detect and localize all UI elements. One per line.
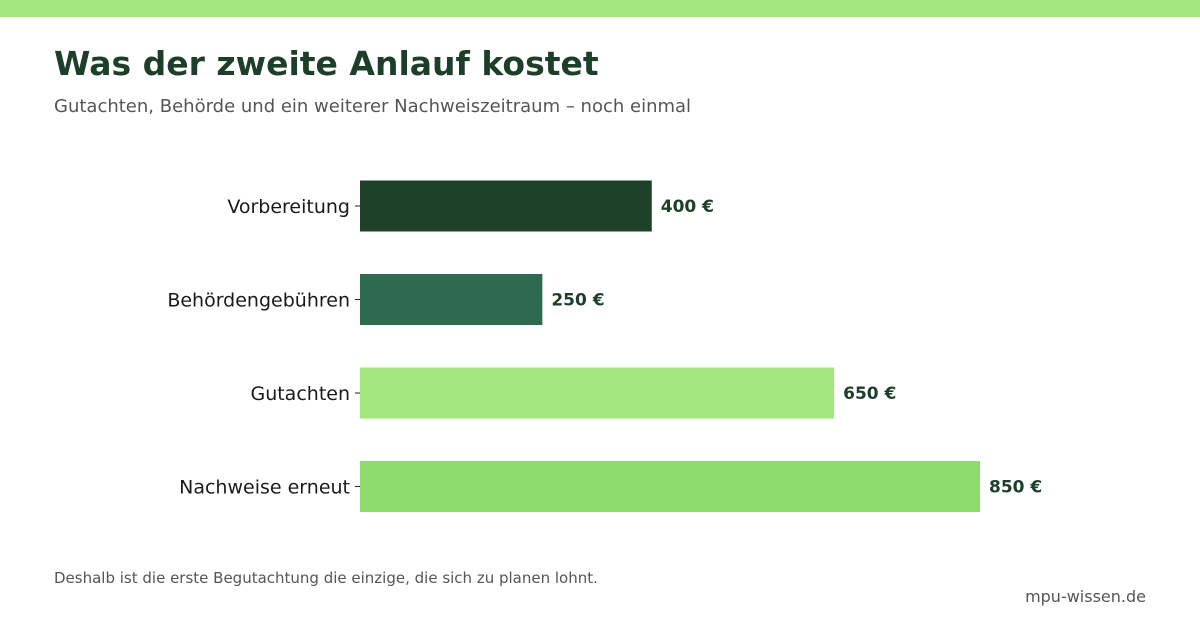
chart-subtitle: Gutachten, Behörde und ein weiterer Nach…	[54, 96, 692, 117]
bar-3	[360, 367, 835, 419]
category-label-4: Nachweise erneut	[179, 477, 350, 499]
top-accent-bar	[0, 0, 1200, 17]
chart-title: Was der zweite Anlauf kostet	[54, 44, 599, 83]
value-label-3: 650 €	[843, 384, 896, 404]
value-label-4: 850 €	[989, 478, 1042, 498]
category-label-2: Behördengebühren	[167, 290, 350, 312]
value-label-1: 400 €	[661, 197, 714, 217]
category-label-1: Vorbereitung	[227, 196, 350, 218]
value-label-2: 250 €	[551, 291, 604, 311]
source-credit: mpu-wissen.de	[1025, 587, 1146, 606]
category-label-3: Gutachten	[250, 383, 350, 405]
footnote: Deshalb ist die erste Begutachtung die e…	[54, 569, 598, 587]
bar-4	[360, 461, 980, 512]
bar-2	[360, 274, 543, 325]
bar-1	[360, 180, 652, 232]
